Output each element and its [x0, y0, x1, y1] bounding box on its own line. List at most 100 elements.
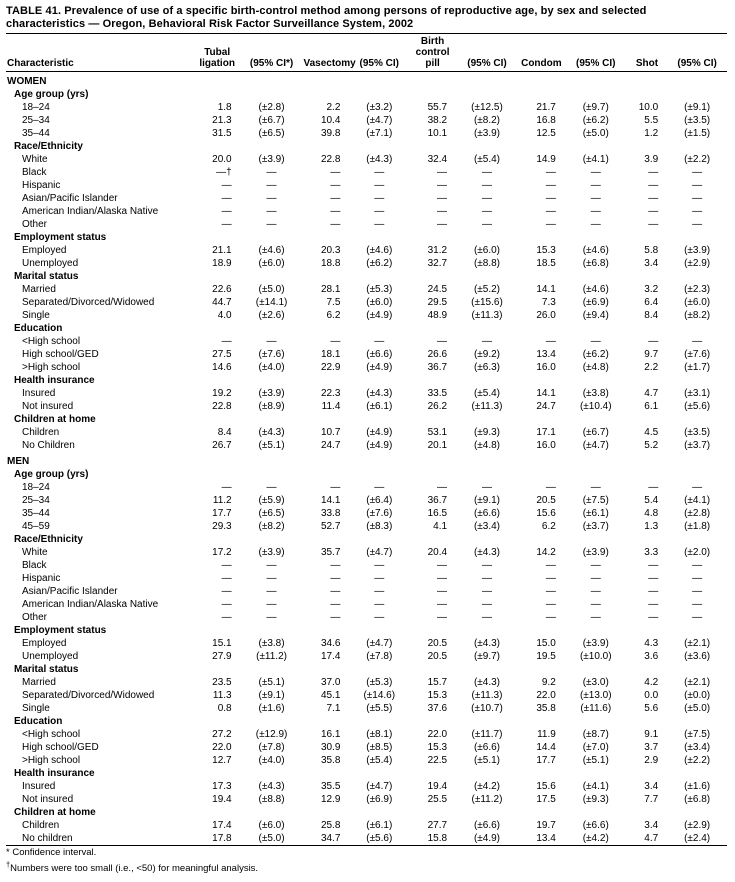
- cell-value: 37.0: [320, 677, 341, 688]
- cell-value: 12.5: [536, 128, 556, 139]
- cell-ci: (±5.0): [258, 833, 285, 844]
- cell-ci: (±2.2): [684, 755, 711, 766]
- cell-value: 7.7: [644, 794, 659, 805]
- cell-value: 55.7: [427, 102, 448, 113]
- cell-value: 13.4: [536, 349, 556, 360]
- cell-value: 48.9: [427, 310, 448, 321]
- cell-ci: (±6.9): [582, 297, 609, 308]
- cell-value: —: [437, 206, 448, 217]
- cell-value: 2.2: [326, 102, 341, 113]
- cell-ci: (±4.7): [366, 547, 393, 558]
- cell-ci: —: [481, 612, 492, 623]
- cell-value: 11.4: [321, 401, 341, 412]
- cell-value: 21.7: [536, 102, 556, 113]
- cell-value: 52.7: [320, 521, 341, 532]
- cell-value: 19.2: [212, 388, 232, 399]
- cell-value: 4.0: [217, 310, 232, 321]
- row-label: Single: [22, 310, 50, 321]
- cell-value: 6.2: [326, 310, 341, 321]
- column-header: Condom: [517, 34, 565, 72]
- cell-value: —: [545, 599, 556, 610]
- section-header-row: Education: [6, 322, 727, 335]
- cell-ci: (±9.4): [582, 310, 609, 321]
- cell-value: —: [221, 180, 232, 191]
- cell-ci: (±5.1): [473, 755, 500, 766]
- header-row: Characteristic Tubal ligation (95% CI*) Vas…: [6, 34, 727, 72]
- section-header-row: Children at home: [6, 806, 727, 819]
- table-row: Not insured 22.8 (±8.9) 11.4 (±6.1) 26.2 (±11.…: [6, 400, 727, 413]
- cell-ci: (±4.7): [582, 440, 609, 451]
- row-label: High school/GED: [22, 349, 99, 360]
- cell-value: 21.3: [212, 115, 232, 126]
- row-label: Single: [22, 703, 50, 714]
- cell-value: 17.8: [212, 833, 232, 844]
- cell-ci: (±5.6): [684, 401, 711, 412]
- cell-value: 3.9: [644, 154, 659, 165]
- cell-value: —: [545, 560, 556, 571]
- cell-ci: (±6.8): [684, 794, 711, 805]
- cell-ci: —: [590, 193, 601, 204]
- column-header: (95% CI): [564, 34, 627, 72]
- footnote-marker: †: [6, 860, 11, 869]
- cell-ci: (±3.1): [684, 388, 711, 399]
- cell-ci: (±3.9): [684, 245, 711, 256]
- table-row: Hispanic — — — — — — — — — —: [6, 179, 727, 192]
- cell-ci: (±5.0): [258, 284, 285, 295]
- cell-ci: (±9.7): [582, 102, 609, 113]
- cell-value: —: [221, 482, 232, 493]
- column-header: (95% CI): [456, 34, 518, 72]
- cell-value: 4.3: [644, 638, 659, 649]
- row-label: Not insured: [22, 401, 74, 412]
- cell-ci: (±10.4): [579, 401, 612, 412]
- cell-value: 20.5: [536, 495, 556, 506]
- cell-value: —: [437, 219, 448, 230]
- cell-value: 23.5: [212, 677, 232, 688]
- cell-value: —: [330, 336, 341, 347]
- cell-ci: —: [692, 586, 703, 597]
- cell-ci: —: [266, 560, 277, 571]
- table-row: 18–24 — — — — — — — — — —: [6, 481, 727, 494]
- cell-value: 15.7: [427, 677, 448, 688]
- cell-ci: —: [266, 193, 277, 204]
- cell-ci: (±4.7): [366, 781, 393, 792]
- cell-ci: (±7.6): [684, 349, 711, 360]
- cell-value: —: [437, 180, 448, 191]
- cell-ci: (±5.3): [366, 677, 393, 688]
- cell-value: 11.3: [212, 690, 232, 701]
- cell-ci: —: [481, 482, 492, 493]
- cell-value: —: [437, 586, 448, 597]
- cell-value: 3.7: [644, 742, 659, 753]
- cell-ci: (±4.3): [473, 677, 500, 688]
- row-label: American Indian/Alaska Native: [22, 206, 159, 217]
- cell-ci: (±6.9): [366, 794, 393, 805]
- cell-ci: (±5.0): [684, 703, 711, 714]
- row-label: 25–34: [22, 495, 50, 506]
- cell-value: 22.5: [427, 755, 448, 766]
- cell-ci: —: [481, 219, 492, 230]
- table-row: No Children 26.7 (±5.1) 24.7 (±4.9) 20.1 (±4.8…: [6, 439, 727, 452]
- cell-ci: (±11.7): [471, 729, 503, 740]
- cell-value: 20.1: [427, 440, 448, 451]
- cell-ci: (±6.6): [582, 820, 609, 831]
- column-header: Birth control pill: [409, 34, 457, 72]
- cell-ci: —: [692, 482, 703, 493]
- row-label: No children: [22, 833, 73, 844]
- cell-value: 3.4: [644, 781, 659, 792]
- cell-value: —: [330, 599, 341, 610]
- cell-value: 17.7: [536, 755, 556, 766]
- cell-ci: (±13.0): [579, 690, 612, 701]
- row-label: <High school: [22, 729, 81, 740]
- row-label: Married: [22, 677, 56, 688]
- cell-ci: (±6.1): [366, 820, 393, 831]
- cell-value: 5.4: [644, 495, 659, 506]
- cell-ci: (±3.8): [582, 388, 609, 399]
- cell-value: 32.4: [427, 154, 448, 165]
- section-label: Employment status: [14, 625, 107, 636]
- cell-ci: (±6.4): [366, 495, 393, 506]
- cell-ci: (±8.5): [366, 742, 393, 753]
- cell-ci: —: [590, 612, 601, 623]
- section-header-row: Health insurance: [6, 374, 727, 387]
- section-label: Race/Ethnicity: [14, 141, 83, 152]
- cell-value: 20.4: [427, 547, 448, 558]
- cell-value: 9.1: [644, 729, 659, 740]
